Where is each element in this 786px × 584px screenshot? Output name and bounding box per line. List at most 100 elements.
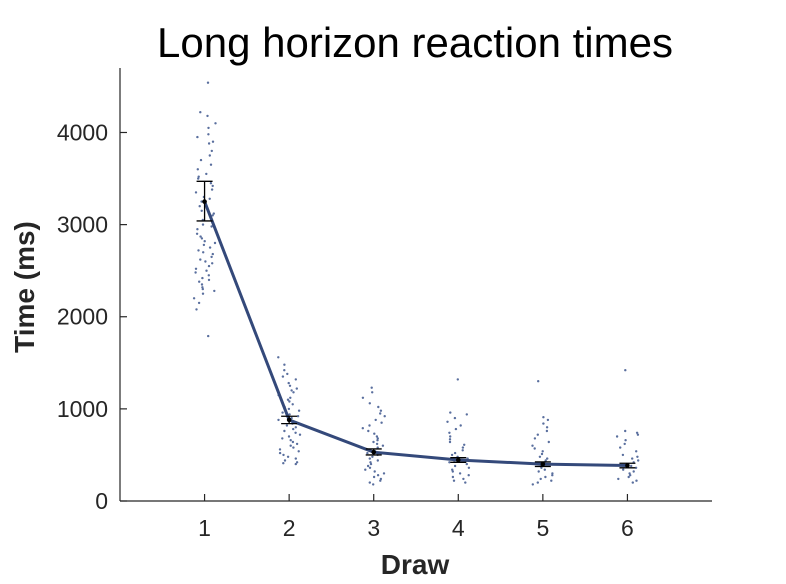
data-point (295, 387, 298, 390)
y-tick-label: 3000 (57, 212, 108, 238)
data-point (533, 437, 537, 440)
mean-series (203, 201, 628, 467)
y-tick-label: 4000 (57, 119, 108, 145)
data-point (196, 168, 199, 171)
data-point (285, 424, 289, 427)
mean-marker (540, 461, 546, 467)
data-point (458, 472, 462, 475)
data-point (456, 378, 459, 381)
data-point (547, 440, 550, 444)
data-point (200, 209, 203, 212)
data-point (453, 416, 457, 420)
data-point (292, 391, 295, 394)
data-point (206, 114, 209, 118)
data-point (369, 462, 373, 466)
data-point (213, 289, 216, 293)
data-point (540, 466, 543, 469)
mean-line (203, 201, 628, 467)
data-point (372, 440, 375, 444)
data-point (199, 111, 202, 114)
data-point (546, 418, 550, 422)
data-point (627, 475, 630, 479)
data-point (207, 133, 210, 136)
data-point (287, 381, 290, 385)
data-point (277, 418, 280, 422)
data-point (294, 426, 297, 429)
data-point (372, 483, 375, 486)
data-point (199, 258, 202, 261)
data-point (376, 439, 379, 442)
data-point (382, 472, 386, 475)
data-point (636, 455, 639, 458)
data-point (451, 468, 454, 471)
data-point (194, 267, 198, 270)
data-point (454, 427, 458, 431)
data-point (459, 424, 462, 427)
data-point (630, 464, 633, 468)
data-point (448, 431, 451, 434)
data-point (379, 477, 383, 481)
data-point (539, 477, 542, 481)
data-point (531, 483, 534, 486)
data-point (277, 356, 280, 359)
data-point (201, 286, 204, 289)
data-point (373, 432, 376, 435)
data-point (208, 246, 212, 249)
data-point (635, 450, 638, 453)
data-point (200, 237, 204, 240)
mean-marker (455, 457, 461, 463)
data-point (636, 433, 640, 436)
data-point (289, 396, 292, 399)
data-point (448, 461, 451, 464)
data-point (281, 437, 284, 440)
data-point (635, 479, 638, 482)
data-point (197, 177, 200, 180)
data-point (205, 172, 208, 176)
y-ticks: 0 1000 2000 3000 4000 (57, 119, 127, 514)
data-point (283, 363, 286, 366)
data-point (377, 405, 380, 409)
data-point (289, 444, 292, 447)
data-point (453, 451, 457, 455)
data-point (201, 292, 205, 295)
data-point (201, 276, 204, 280)
data-point (207, 126, 210, 130)
data-point (615, 435, 619, 438)
data-point (551, 474, 554, 477)
x-tick-label: 4 (452, 515, 465, 541)
data-point (209, 163, 213, 166)
data-point (551, 472, 554, 475)
data-point (209, 182, 213, 185)
data-point (368, 481, 371, 484)
data-point (631, 481, 634, 484)
y-tick-label: 0 (95, 488, 108, 514)
data-point (283, 459, 287, 462)
data-point (294, 462, 297, 466)
data-point (298, 433, 302, 436)
data-point (448, 440, 452, 444)
data-point (540, 452, 544, 456)
data-point (537, 470, 540, 473)
data-point (288, 400, 291, 403)
data-point (374, 418, 377, 422)
data-point (210, 225, 213, 228)
data-point (624, 429, 627, 433)
y-tick-label: 2000 (57, 304, 108, 330)
data-point (211, 140, 215, 143)
data-point (449, 435, 452, 438)
data-point (461, 446, 465, 449)
data-point (287, 407, 291, 411)
data-point (375, 435, 379, 438)
data-point (369, 461, 372, 464)
data-point (467, 474, 470, 477)
data-point (295, 442, 299, 446)
data-point (451, 470, 454, 473)
data-point (194, 271, 197, 274)
data-point (211, 252, 214, 256)
data-point (450, 453, 454, 457)
data-point (281, 411, 284, 414)
data-point (291, 403, 294, 406)
mean-marker (371, 449, 377, 455)
data-point (208, 154, 211, 157)
data-point (195, 232, 199, 235)
